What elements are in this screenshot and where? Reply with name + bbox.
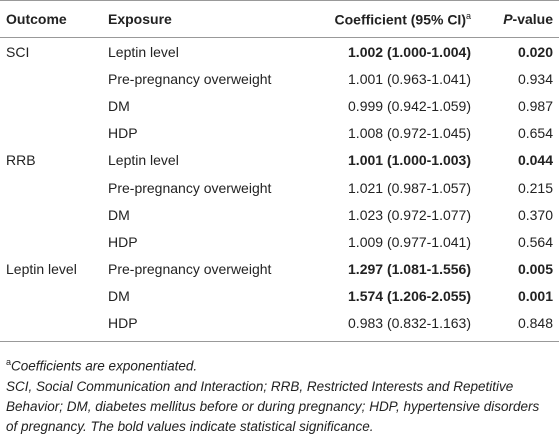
cell: 0.044 (517, 152, 553, 169)
cell: DM (108, 97, 130, 114)
cell: 0.564 (517, 233, 553, 250)
cell: 1.001 (1.000-1.003) (348, 152, 471, 169)
table-row: Leptin level Pre-pregnancy overweight 1.29… (0, 256, 559, 283)
cell: 1.008 (0.972-1.045) (348, 125, 471, 142)
cell: 0.005 (517, 261, 553, 278)
footnote-marker: a (465, 10, 471, 21)
cell: 1.023 (0.972-1.077) (348, 206, 471, 223)
cell: 0.370 (517, 206, 553, 223)
table-row: Pre-pregnancy overweight 1.001 (0.963-1.0… (0, 65, 559, 92)
cell: 0.987 (517, 97, 553, 114)
cell: 0.999 (0.942-1.059) (348, 97, 471, 114)
cell: 1.574 (1.206-2.055) (348, 288, 471, 305)
cell: Pre-pregnancy overweight (108, 179, 272, 196)
cell (0, 309, 102, 343)
cell: Leptin level (6, 261, 77, 278)
cell: 0.020 (517, 43, 553, 60)
table-body: SCI Leptin level 1.002 (1.000-1.004) 0.020 P… (0, 38, 559, 343)
cell: 1.021 (0.987-1.057) (348, 179, 471, 196)
cell: DM (108, 288, 130, 305)
cell: HDP (102, 309, 306, 343)
cell: 0.215 (517, 179, 553, 196)
footnote-marker: a (6, 357, 12, 368)
cell (0, 201, 102, 228)
table-row: HDP 1.009 (0.977-1.041) 0.564 (0, 228, 559, 255)
table-row: RRB Leptin level 1.001 (1.000-1.003) 0.044 (0, 147, 559, 174)
results-table: Outcome Exposure Coefficient (95% CI)a P… (0, 0, 559, 343)
header-cell: Outcome (0, 0, 102, 38)
cell (0, 92, 102, 119)
cell: Leptin level (108, 152, 179, 169)
cell: 0.654 (517, 125, 553, 142)
footnote: SCI, Social Communication and Interactio… (6, 378, 540, 434)
cell (0, 65, 102, 92)
header-text: P-value (503, 11, 553, 27)
cell (0, 228, 102, 255)
footnote-text: Coefficients are exponentiated. (11, 358, 198, 374)
header-cell: Exposure (102, 0, 306, 38)
table-row: SCI Leptin level 1.002 (1.000-1.004) 0.020 (0, 38, 559, 66)
header-row: Outcome Exposure Coefficient (95% CI)a P… (0, 0, 559, 38)
cell: 1.001 (0.963-1.041) (348, 70, 471, 87)
cell: Leptin level (108, 43, 179, 60)
cell: Pre-pregnancy overweight (108, 70, 272, 87)
cell: 0.001 (517, 288, 553, 305)
cell: Pre-pregnancy overweight (108, 261, 272, 278)
table-row: DM 1.023 (0.972-1.077) 0.370 (0, 201, 559, 228)
cell (0, 283, 102, 310)
table-row: DM 0.999 (0.942-1.059) 0.987 (0, 92, 559, 119)
table-row: Pre-pregnancy overweight 1.021 (0.987-1.0… (0, 174, 559, 201)
cell: SCI (6, 43, 30, 60)
cell: 0.848 (477, 309, 559, 343)
cell: HDP (108, 125, 138, 142)
header-cell: P-value (477, 0, 559, 38)
cell: 1.002 (1.000-1.004) (348, 43, 471, 60)
cell (0, 174, 102, 201)
cell: RRB (6, 152, 36, 169)
cell: 1.009 (0.977-1.041) (348, 233, 471, 250)
cell: HDP (108, 233, 138, 250)
cell: DM (108, 206, 130, 223)
footnotes: aCoefficients are exponentiated. SCI, So… (0, 342, 559, 437)
footnote: aCoefficients are exponentiated. (6, 352, 553, 377)
table-row: HDP 1.008 (0.972-1.045) 0.654 (0, 120, 559, 147)
cell: 1.297 (1.081-1.556) (348, 261, 471, 278)
cell (0, 120, 102, 147)
cell: 0.983 (0.832-1.163) (305, 309, 477, 343)
header-cell: Coefficient (95% CI)a (305, 0, 477, 38)
table-row: DM 1.574 (1.206-2.055) 0.001 (0, 283, 559, 310)
header-text: Coefficient (95% CI) (334, 11, 466, 28)
cell: 0.934 (517, 70, 553, 87)
table-row: HDP 0.983 (0.832-1.163) 0.848 (0, 309, 559, 343)
